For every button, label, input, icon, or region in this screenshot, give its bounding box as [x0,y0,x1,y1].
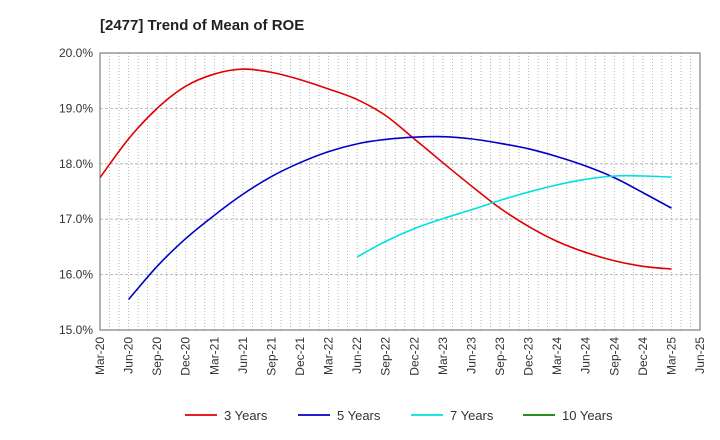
series-line-3-years [99,68,672,270]
x-tick-label: Sep-21 [264,337,278,376]
x-tick-label: Jun-21 [236,337,250,374]
y-tick-label: 20.0% [59,46,93,60]
y-tick-label: 16.0% [59,268,93,282]
legend-label-7-years: 7 Years [450,408,494,423]
x-tick-label: Mar-22 [322,337,336,375]
series-line-7-years [356,174,672,258]
x-tick-label: Sep-22 [379,337,393,376]
series-line-5-years [127,135,672,301]
legend-label-3-years: 3 Years [224,408,268,423]
y-tick-label: 17.0% [59,212,93,226]
x-tick-label: Jun-25 [693,337,707,374]
x-tick-label: Sep-20 [150,337,164,376]
x-tick-label: Dec-22 [407,337,421,376]
x-tick-label: Mar-21 [207,337,221,375]
chart-title: [2477] Trend of Mean of ROE [100,17,304,34]
x-tick-label: Mar-20 [93,337,107,375]
plot-frame [99,52,701,331]
x-tick-label: Dec-21 [293,337,307,376]
grid-layer [100,53,700,330]
x-tick-label: Mar-23 [436,337,450,375]
x-tick-label: Jun-22 [350,337,364,374]
x-tick-label: Jun-20 [122,337,136,374]
x-tick-label: Dec-24 [636,337,650,376]
series-layer [99,68,672,301]
legend: 3 Years 5 Years 7 Years 10 Years [185,408,613,423]
y-axis-ticks: 15.0% 16.0% 17.0% 18.0% 19.0% 20.0% [59,46,93,337]
x-axis-ticks: Mar-20 Jun-20 Sep-20 Dec-20 Mar-21 Jun-21 Sep-… [93,337,707,376]
x-tick-label: Jun-24 [579,337,593,374]
x-tick-label: Sep-23 [493,337,507,376]
x-tick-label: Dec-20 [179,337,193,376]
x-tick-label: Mar-25 [664,337,678,375]
x-tick-label: Dec-23 [522,337,536,376]
x-tick-label: Jun-23 [464,337,478,374]
x-tick-label: Mar-24 [550,337,564,375]
x-tick-label: Sep-24 [607,337,621,376]
y-tick-label: 19.0% [59,101,93,115]
y-tick-label: 18.0% [59,157,93,171]
legend-label-10-years: 10 Years [562,408,613,423]
y-tick-label: 15.0% [59,323,93,337]
legend-label-5-years: 5 Years [337,408,381,423]
